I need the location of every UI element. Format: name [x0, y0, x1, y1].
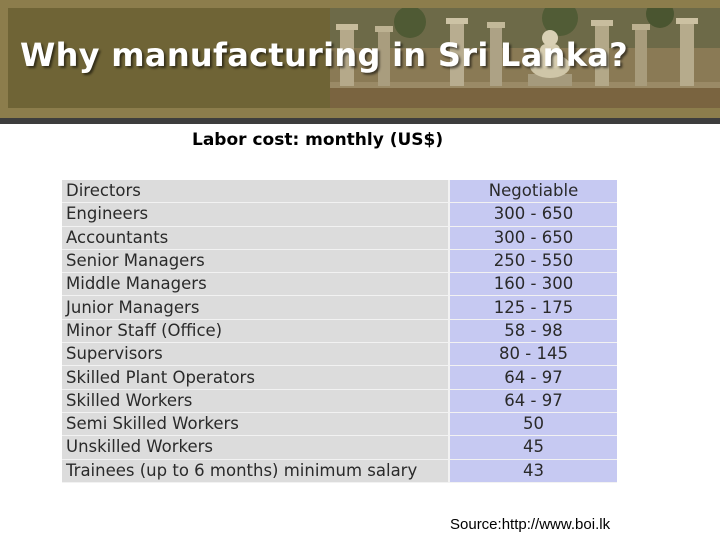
cost-cell: 80 - 145: [449, 342, 617, 367]
cost-cell: 160 - 300: [449, 272, 617, 297]
temple-ruins-illustration: [330, 8, 720, 108]
banner-divider: [0, 118, 720, 124]
temple-photo: [330, 8, 720, 108]
title-banner: Why manufacturing in Sri Lanka?: [0, 0, 720, 118]
cost-cell: 64 - 97: [449, 365, 617, 390]
table-row: Senior Managers 250 - 550: [62, 249, 617, 274]
table-row: Engineers 300 - 650: [62, 202, 617, 227]
table-row: Directors Negotiable: [62, 180, 617, 204]
table-caption: Labor cost: monthly (US$): [192, 130, 444, 150]
role-cell: Junior Managers: [62, 295, 450, 320]
labor-cost-table: Directors Negotiable Engineers 300 - 650…: [62, 180, 617, 483]
table-row: Middle Managers 160 - 300: [62, 272, 617, 297]
role-cell: Skilled Workers: [62, 389, 450, 413]
role-cell: Middle Managers: [62, 272, 450, 297]
cost-cell: Negotiable: [449, 180, 617, 204]
cost-cell: 58 - 98: [449, 319, 617, 344]
table-row: Trainees (up to 6 months) minimum salary…: [62, 459, 617, 483]
cost-cell: 300 - 650: [449, 202, 617, 227]
role-cell: Skilled Plant Operators: [62, 365, 450, 390]
table-row: Unskilled Workers 45: [62, 435, 617, 460]
cost-cell: 300 - 650: [449, 226, 617, 250]
source-citation: Source:http://www.boi.lk: [450, 516, 611, 533]
slide-title: Why manufacturing in Sri Lanka?: [20, 36, 629, 74]
cost-cell: 64 - 97: [449, 389, 617, 413]
table-row: Skilled Workers 64 - 97: [62, 389, 617, 413]
table-row: Minor Staff (Office) 58 - 98: [62, 319, 617, 344]
role-cell: Supervisors: [62, 342, 450, 367]
cost-cell: 125 - 175: [449, 295, 617, 320]
table-row: Skilled Plant Operators 64 - 97: [62, 365, 617, 390]
role-cell: Accountants: [62, 226, 450, 250]
role-cell: Engineers: [62, 202, 450, 227]
table-row: Semi Skilled Workers 50: [62, 412, 617, 437]
table-row: Supervisors 80 - 145: [62, 342, 617, 367]
role-cell: Minor Staff (Office): [62, 319, 450, 344]
cost-cell: 45: [449, 435, 617, 460]
role-cell: Unskilled Workers: [62, 435, 450, 460]
role-cell: Trainees (up to 6 months) minimum salary: [62, 459, 450, 483]
table-row: Junior Managers 125 - 175: [62, 295, 617, 320]
cost-cell: 43: [449, 459, 617, 483]
table-row: Accountants 300 - 650: [62, 226, 617, 250]
role-cell: Directors: [62, 180, 450, 204]
cost-cell: 50: [449, 412, 617, 437]
role-cell: Semi Skilled Workers: [62, 412, 450, 437]
role-cell: Senior Managers: [62, 249, 450, 274]
cost-cell: 250 - 550: [449, 249, 617, 274]
